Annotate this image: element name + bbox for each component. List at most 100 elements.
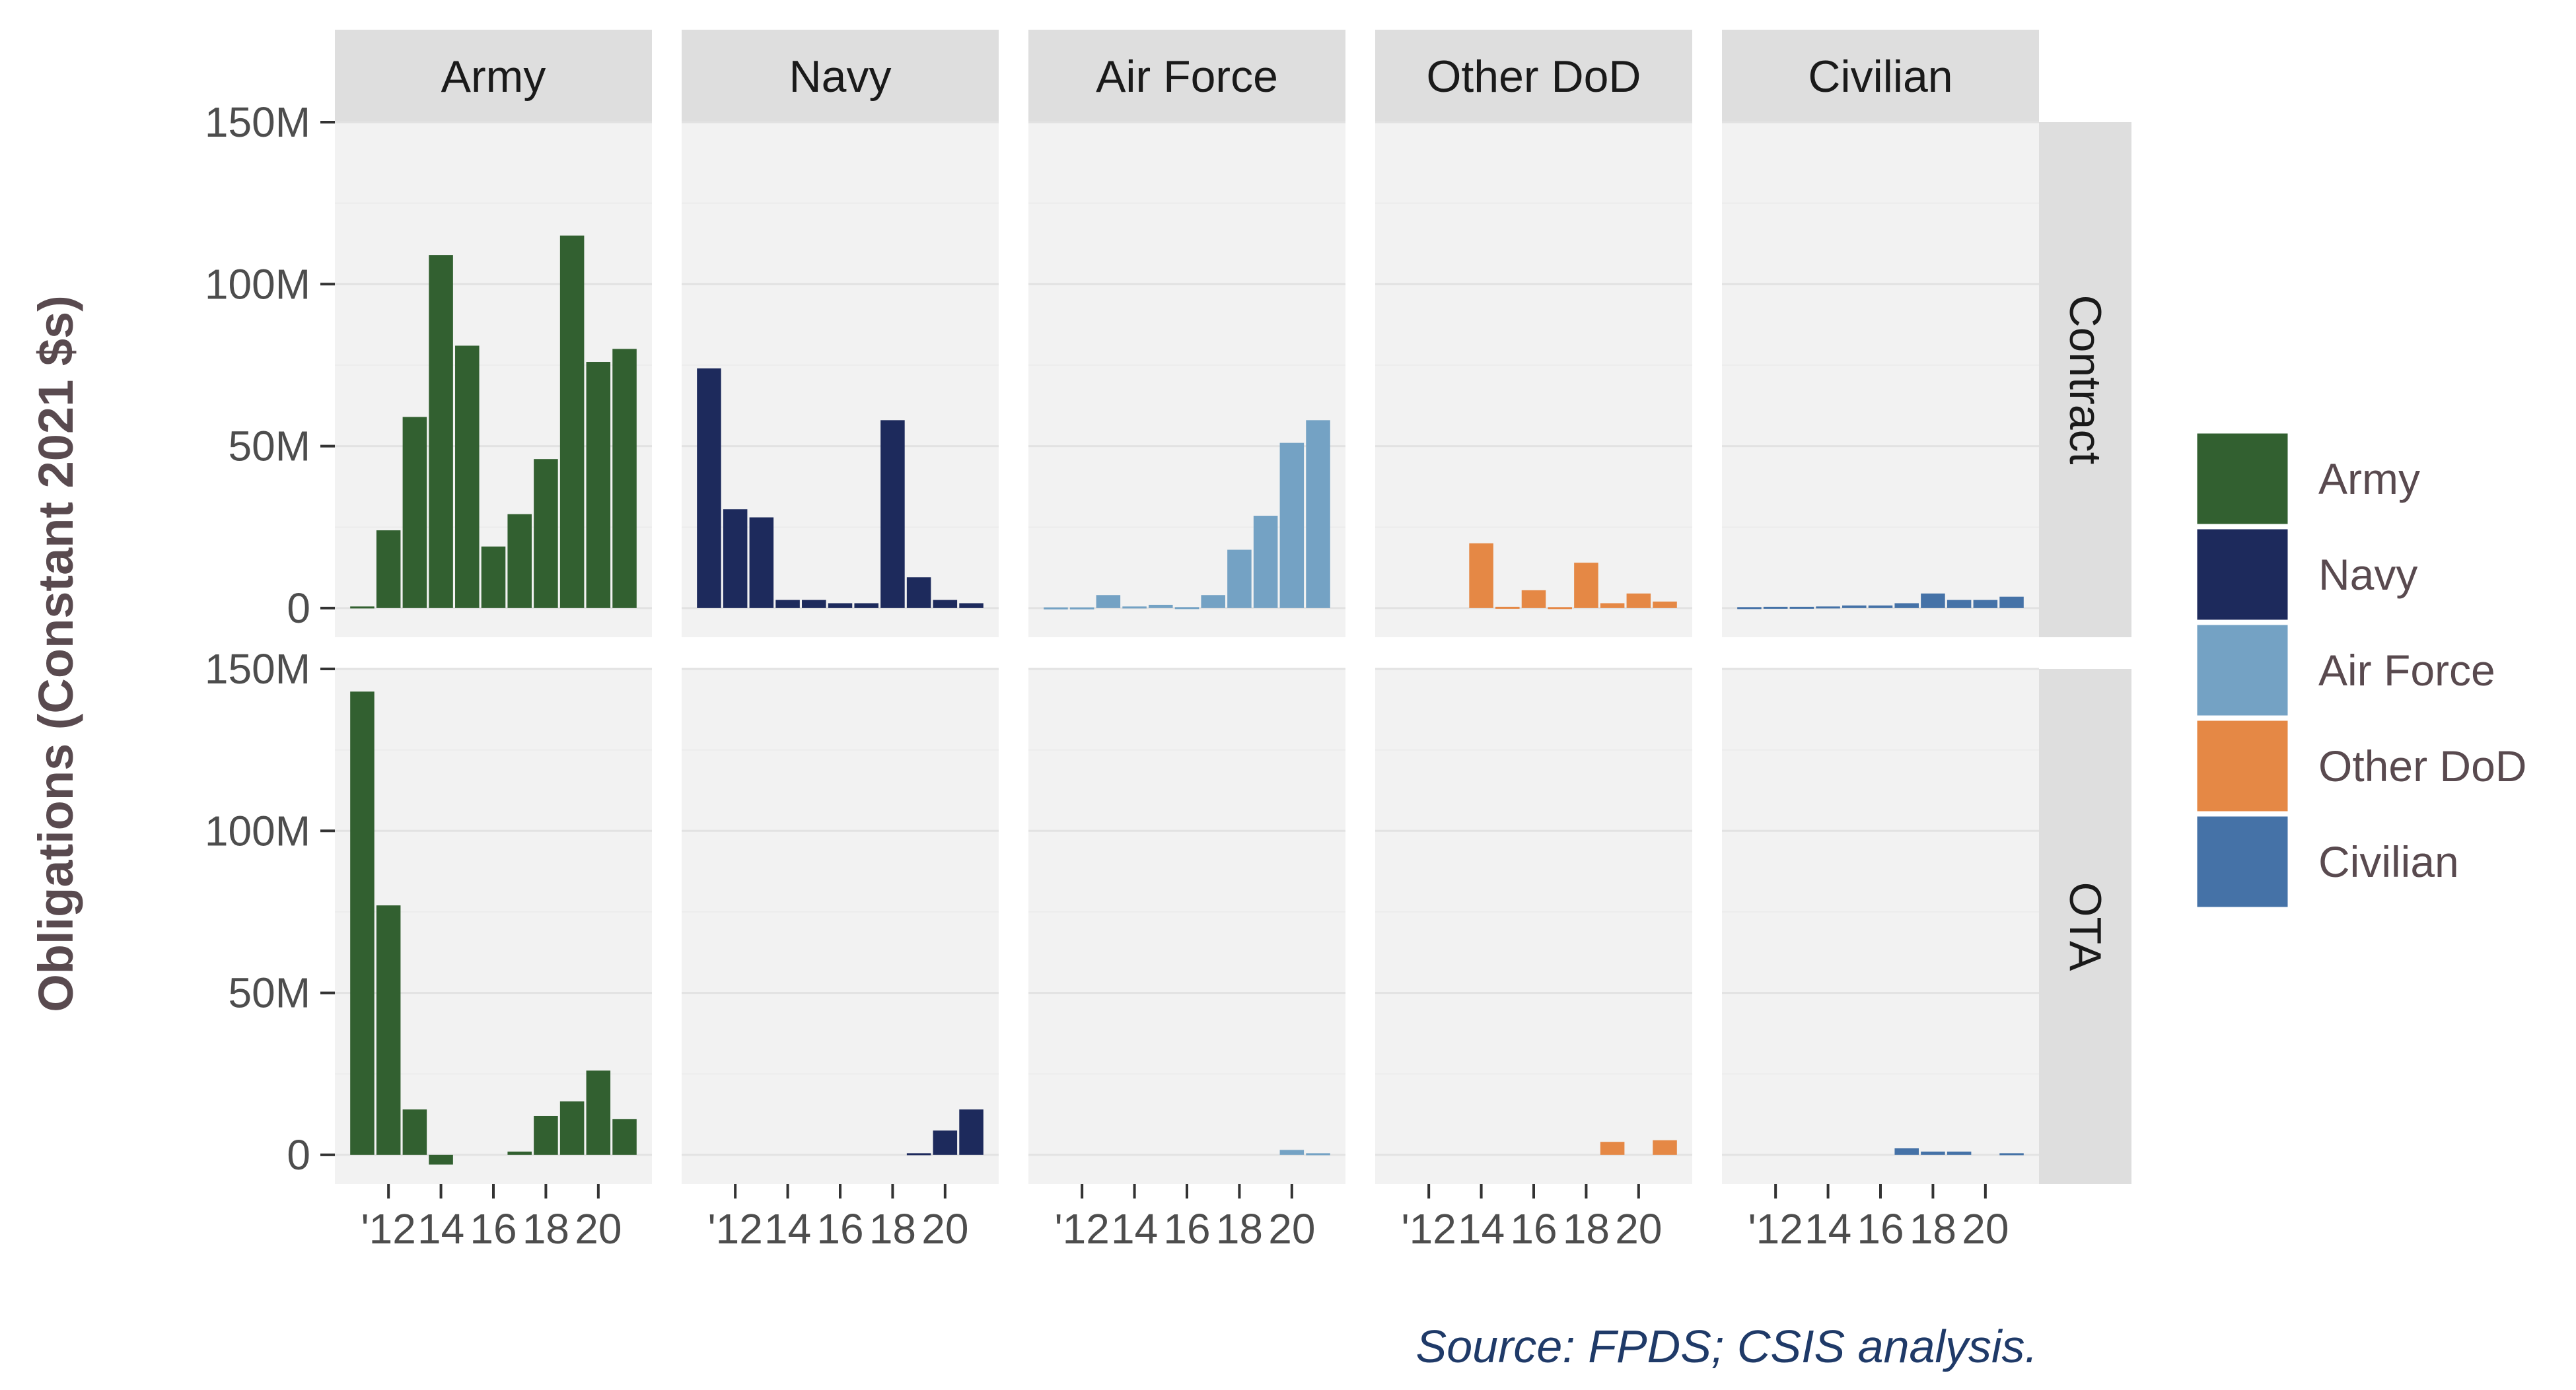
facet-strip-contract — [2039, 122, 2131, 637]
x-tick-label: 20 — [921, 1205, 968, 1253]
bar-army-contract-2021 — [612, 349, 637, 608]
bar-civilian-contract-2016 — [1868, 605, 1893, 608]
bar-other-dod-ota-2021 — [1653, 1140, 1677, 1155]
bar-navy-contract-2014 — [775, 600, 800, 608]
bar-air-force-contract-2012 — [1069, 607, 1094, 609]
bar-army-ota-2021 — [612, 1119, 637, 1155]
bar-civilian-contract-2021 — [1999, 596, 2024, 608]
bar-other-dod-contract-2020 — [1626, 593, 1651, 608]
facet-column-label: Army — [441, 52, 546, 102]
x-tick-label: '12 — [1748, 1205, 1803, 1253]
x-tick-label: 16 — [1857, 1205, 1904, 1253]
x-tick-label: 14 — [764, 1205, 811, 1253]
x-tick-label: 20 — [1962, 1205, 2009, 1253]
bar-air-force-contract-2013 — [1096, 595, 1121, 608]
bar-army-contract-2014 — [429, 255, 453, 608]
y-tick-label: 50M — [229, 423, 311, 470]
facet-column-label: Other DoD — [1427, 52, 1641, 102]
chart-caption: Source: FPDS; CSIS analysis. — [1416, 1321, 2038, 1372]
panel-background — [1375, 122, 1692, 637]
y-tick-label: 150M — [205, 645, 310, 693]
facet-strip-air-force — [1028, 30, 1345, 122]
x-tick-label: 16 — [1510, 1205, 1557, 1253]
bar-army-ota-2020 — [586, 1070, 611, 1155]
bar-civilian-ota-2017 — [1894, 1148, 1919, 1155]
bar-army-contract-2012 — [376, 530, 401, 608]
panel-background — [682, 669, 999, 1184]
bar-other-dod-contract-2017 — [1548, 607, 1572, 609]
y-tick-label: 100M — [205, 260, 310, 308]
x-tick-label: 14 — [1111, 1205, 1158, 1253]
bar-civilian-ota-2018 — [1921, 1151, 1945, 1155]
bar-civilian-ota-2021 — [1999, 1153, 2024, 1156]
bar-army-contract-2015 — [455, 345, 480, 608]
facet-strip-navy — [682, 30, 999, 122]
x-tick-label: 20 — [575, 1205, 622, 1253]
bar-navy-contract-2020 — [933, 600, 958, 608]
legend-label: Air Force — [2318, 646, 2495, 695]
x-tick-label: 18 — [869, 1205, 916, 1253]
legend-swatch — [2195, 623, 2290, 718]
x-tick-label: 14 — [1805, 1205, 1851, 1253]
bar-civilian-ota-2019 — [1947, 1151, 1972, 1155]
bar-army-ota-2018 — [534, 1115, 558, 1155]
panel-background — [1375, 669, 1692, 1184]
x-tick-label: 16 — [816, 1205, 863, 1253]
bar-civilian-contract-2012 — [1763, 606, 1788, 609]
bar-air-force-contract-2016 — [1174, 607, 1199, 609]
facet-row-label: OTA — [2060, 882, 2110, 971]
bar-navy-ota-2020 — [933, 1130, 958, 1155]
legend-swatch — [2195, 718, 2290, 814]
x-tick-label: '12 — [1401, 1205, 1456, 1253]
bar-civilian-contract-2017 — [1894, 603, 1919, 608]
x-tick-label: 16 — [470, 1205, 517, 1253]
panel-background — [1722, 669, 2039, 1184]
bar-air-force-contract-2018 — [1227, 549, 1252, 608]
bar-civilian-contract-2018 — [1921, 593, 1945, 608]
bar-air-force-ota-2020 — [1279, 1150, 1305, 1155]
bar-other-dod-contract-2014 — [1469, 543, 1493, 608]
bar-army-contract-2018 — [534, 459, 558, 608]
legend-swatch — [2195, 527, 2290, 622]
bar-navy-contract-2016 — [828, 603, 853, 608]
bar-navy-contract-2011 — [697, 368, 721, 608]
bar-other-dod-contract-2019 — [1600, 603, 1625, 608]
facet-column-label: Navy — [789, 52, 892, 102]
bar-army-contract-2017 — [507, 514, 532, 608]
bar-navy-contract-2015 — [802, 600, 826, 608]
bar-air-force-contract-2021 — [1306, 420, 1330, 608]
facet-strip-ota — [2039, 669, 2131, 1184]
facet-column-label: Civilian — [1808, 52, 1952, 102]
x-tick-label: 18 — [1216, 1205, 1263, 1253]
x-tick-label: 14 — [1458, 1205, 1505, 1253]
bar-navy-contract-2021 — [959, 603, 984, 608]
x-tick-label: '12 — [707, 1205, 762, 1253]
bar-navy-ota-2021 — [959, 1109, 984, 1155]
facet-strip-army — [335, 30, 652, 122]
facet-column-label: Air Force — [1096, 52, 1278, 102]
bar-air-force-contract-2020 — [1279, 442, 1305, 608]
y-axis-title: Obligations (Constant 2021 $s) — [28, 295, 83, 1012]
x-tick-label: 20 — [1615, 1205, 1662, 1253]
bar-air-force-contract-2014 — [1122, 606, 1147, 609]
bar-civilian-contract-2020 — [1973, 600, 1998, 608]
bar-civilian-contract-2011 — [1737, 607, 1762, 609]
facet-strip-other-dod — [1375, 30, 1692, 122]
facet-strip-civilian — [1722, 30, 2039, 122]
bar-civilian-contract-2015 — [1842, 605, 1867, 608]
facet-row-label: Contract — [2060, 295, 2110, 465]
bar-other-dod-contract-2016 — [1521, 590, 1546, 608]
bar-army-contract-2011 — [350, 606, 375, 609]
bar-army-contract-2020 — [586, 362, 611, 608]
bar-navy-contract-2012 — [723, 509, 748, 608]
bar-navy-ota-2019 — [906, 1153, 931, 1156]
y-tick-label: 0 — [287, 1131, 310, 1179]
bar-army-ota-2019 — [559, 1101, 585, 1155]
bar-army-ota-2017 — [507, 1151, 532, 1155]
x-tick-label: 20 — [1268, 1205, 1315, 1253]
bar-air-force-ota-2021 — [1306, 1153, 1330, 1156]
panel-background — [1722, 122, 2039, 637]
y-tick-label: 0 — [287, 584, 310, 632]
panel-background — [1028, 669, 1345, 1184]
bar-air-force-contract-2015 — [1149, 604, 1173, 608]
